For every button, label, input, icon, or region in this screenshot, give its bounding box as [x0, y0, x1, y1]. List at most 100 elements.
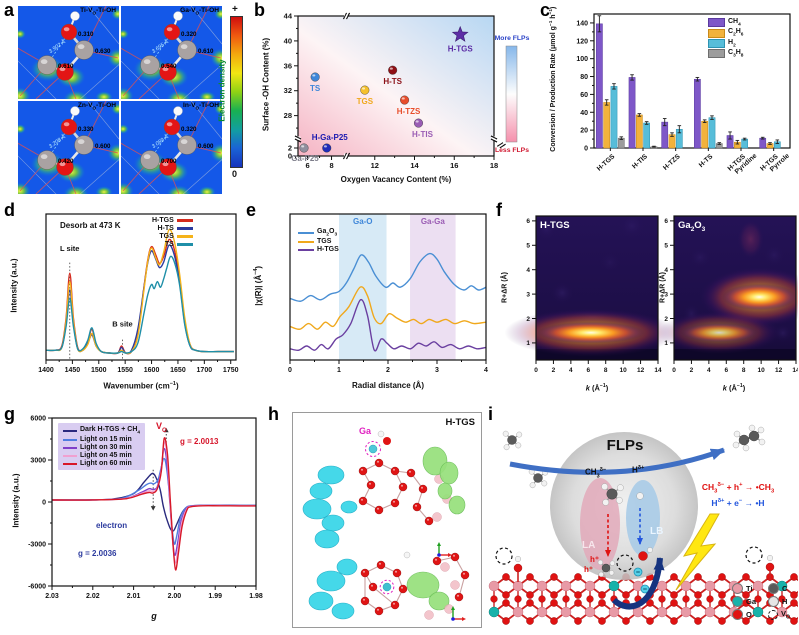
ti-atom: [560, 580, 572, 592]
svg-text:1750: 1750: [223, 367, 239, 374]
svg-text:1: 1: [664, 340, 668, 347]
line-chart: L site B site 1400 1450 1500 1550 1600 1650 1700…: [38, 213, 239, 374]
electron-g-value: g = 2.0036: [78, 549, 117, 558]
methane-molecule: [528, 468, 549, 489]
svg-text:0: 0: [534, 367, 538, 374]
legend: CH4 C2H6 H2 C3H8: [708, 18, 743, 59]
svg-text:3.089 Å: 3.089 Å: [150, 133, 170, 150]
ti-atom: [608, 606, 620, 618]
scatter-plot: 6 8 12 14 16 18 02 28 32 36 40 44 Ga-P25 H-Ga-P25 TS TG…: [284, 12, 530, 171]
panel-label-f: f: [496, 200, 502, 220]
y-axis-label-1: R+ΔR (Å): [501, 272, 509, 303]
panel-label-e: e: [246, 200, 257, 220]
svg-text:28: 28: [284, 111, 292, 120]
svg-text:2: 2: [664, 316, 668, 323]
ti-atom: [680, 606, 692, 618]
data-point: [400, 95, 410, 105]
crystal-lattice: [488, 554, 798, 625]
map-ga-vo-ti-oh: 0.320 0.610 0.540 3.695 Å Ga-VO-Ti-OH: [121, 6, 222, 99]
axes: 1400 1450 1500 1550 1600 1650 1700 1750: [38, 213, 239, 374]
curve: [51, 457, 256, 545]
legend-item: H: [768, 595, 799, 608]
oxygen-vacancy-circle: [616, 554, 634, 572]
ga-dashed-circle: [379, 579, 395, 595]
flps-colorbar: [505, 45, 518, 143]
x-axis-label-1: k (Å−1): [585, 383, 609, 393]
hole-label-1: h⁺: [590, 555, 600, 564]
svg-text:6: 6: [305, 161, 309, 170]
svg-text:6: 6: [724, 367, 728, 374]
ti-atom: [680, 580, 692, 592]
legend-item: H-TS: [157, 225, 193, 232]
svg-text:4: 4: [484, 367, 488, 374]
panel-e-exafs-spectra: e Ga-O Ga-Ga 0 1 2 3 4 Radial distance (Å) |χ(…: [246, 200, 496, 404]
data-point: [360, 85, 370, 95]
data-point-star: [451, 25, 469, 42]
svg-text:20: 20: [580, 128, 588, 135]
line-chart: Ga-O Ga-Ga 0 1 2 3 4: [288, 213, 488, 374]
panel-b-scatter-flps: b 6 8 12 14 16 18 0 2 28 32 36 40 44 Ga-P25 H-Ga-P25 TS…: [254, 0, 540, 202]
legend: H-TGS H-TS TGS TS: [152, 217, 193, 248]
svg-text:0: 0: [42, 500, 46, 507]
electron-density-map: 0.310 0.630 0.610 3.902 Å: [18, 6, 119, 99]
x-axis-label: Wavenumber (cm−1): [103, 381, 179, 391]
svg-text:18: 18: [490, 161, 498, 170]
svg-text:3.695 Å: 3.695 Å: [150, 38, 170, 55]
density-map: 0.310 0.630 0.610 3.902 Å: [18, 6, 119, 99]
svg-text:3000: 3000: [30, 458, 46, 465]
data-point: [413, 118, 423, 128]
legend-item: TGS: [298, 238, 339, 245]
ga-atom: [608, 580, 620, 592]
svg-text:1400: 1400: [38, 367, 54, 374]
ethane-molecule: [732, 424, 766, 452]
svg-text:1500: 1500: [91, 367, 107, 374]
ga-atom: [752, 606, 764, 618]
ti-atom: [704, 606, 716, 618]
panel-label-a: a: [4, 0, 15, 20]
svg-text:-3000: -3000: [28, 542, 46, 549]
legend-item: H2: [708, 39, 743, 48]
svg-text:2.00: 2.00: [168, 593, 182, 600]
curve: [51, 472, 256, 532]
flps-title: FLPs: [606, 437, 644, 454]
density-map: 0.320 0.600 0.700 3.089 Å: [121, 101, 222, 194]
svg-text:0: 0: [584, 146, 588, 153]
svg-text:12: 12: [775, 367, 783, 374]
legend-item: Ga: [732, 595, 768, 608]
ch3-delta-label: CH3δ−: [585, 467, 607, 480]
svg-text:0.700: 0.700: [161, 158, 177, 165]
shaded-bands: Ga-O Ga-Ga: [339, 214, 456, 360]
axes: 6 8 12 14 16 18 02 28 32 36 40 44: [284, 12, 499, 171]
structure-title: H-TGS: [445, 417, 475, 428]
panel-c-production-rate-bars: c 0 20 40 60 80 100 120 140 H-TGS H-TIS H-TZS H-TS H…: [540, 0, 798, 202]
svg-text:0: 0: [288, 152, 292, 161]
bar: [596, 23, 603, 149]
light-bolt: [675, 513, 720, 591]
ga-dashed-circle: [365, 441, 381, 457]
ti-atom: [560, 606, 572, 618]
svg-text:0.310: 0.310: [78, 31, 94, 38]
hole-label-2: h⁺: [584, 565, 594, 574]
y-axis-label: |χ(R)| (Å−4): [253, 265, 263, 306]
map-ti-vo-ti-oh: 0.310 0.630 0.610 3.902 Å Ti-VO-Ti-OH: [18, 6, 119, 99]
bar: [643, 122, 651, 149]
panel-label-d: d: [4, 200, 15, 220]
svg-text:0.420: 0.420: [58, 158, 74, 165]
svg-text:1.99: 1.99: [208, 593, 222, 600]
atom-legend: Ti C Ga H O VO: [732, 582, 799, 621]
lewis-base-label: LB: [650, 526, 664, 537]
panel-f-wavelet-heatmaps: f 0 2 4 6 8 10 12 14 1 2 3 4 5 6 0 2 4 6 8 10 12 14 1 2 3 4 5 6 H-T…: [496, 200, 798, 404]
electron-transfer-arrow: [611, 557, 665, 610]
bar-groups: [596, 15, 781, 149]
y-axis-label: Conversion / Production Rate (μmol g−1 h…: [548, 6, 558, 152]
panel-label-h: h: [268, 404, 279, 424]
svg-text:0.600: 0.600: [95, 143, 111, 150]
svg-text:3: 3: [526, 291, 530, 298]
x-axis-label: g: [151, 611, 157, 621]
svg-text:14: 14: [792, 367, 798, 374]
data-point: [310, 72, 320, 82]
svg-text:2: 2: [288, 144, 292, 153]
svg-text:1550: 1550: [117, 367, 133, 374]
